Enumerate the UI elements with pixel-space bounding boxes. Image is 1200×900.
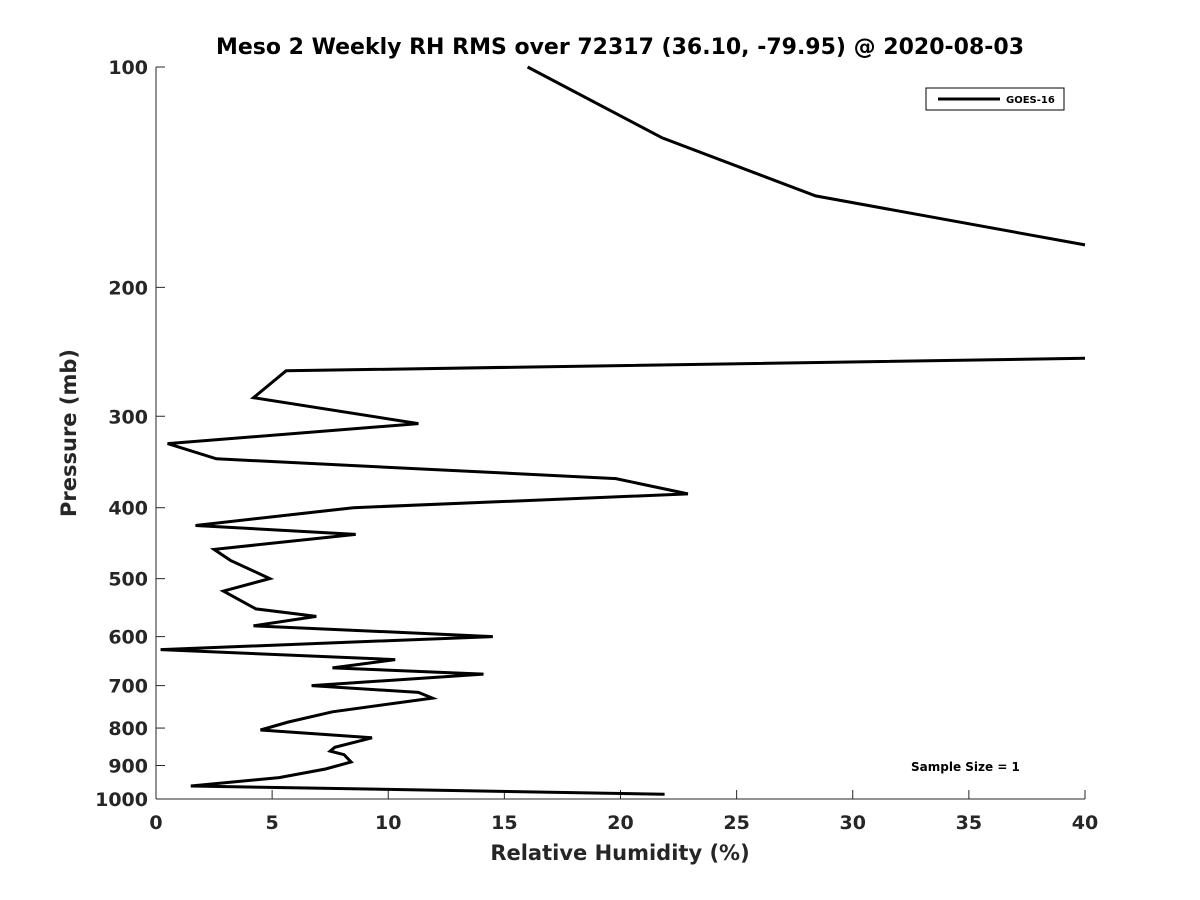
y-tick-label: 400 xyxy=(108,498,148,520)
series-layer xyxy=(160,65,1086,796)
x-tick-label: 15 xyxy=(491,812,517,834)
series-line-goes-16-segment-2 xyxy=(160,356,1086,796)
y-tick-label: 1000 xyxy=(95,789,148,811)
x-axis-label: Relative Humidity (%) xyxy=(490,841,749,865)
chart-title: Meso 2 Weekly RH RMS over 72317 (36.10, … xyxy=(216,35,1024,60)
x-tick-label: 35 xyxy=(956,812,982,834)
legend-label-goes-16: GOES-16 xyxy=(1006,95,1055,106)
x-tick-label: 40 xyxy=(1072,812,1098,834)
x-tick-label: 25 xyxy=(723,812,749,834)
y-tick-label: 500 xyxy=(108,569,148,591)
y-tick-label: 200 xyxy=(108,277,148,299)
x-tick-label: 30 xyxy=(840,812,866,834)
x-tick-label: 10 xyxy=(375,812,401,834)
x-tick-label: 5 xyxy=(266,812,279,834)
y-tick-label: 600 xyxy=(108,627,148,649)
y-tick-label: 900 xyxy=(108,756,148,778)
y-tick-label: 300 xyxy=(108,406,148,428)
y-tick-label: 800 xyxy=(108,718,148,740)
legend: GOES-16 xyxy=(925,87,1065,111)
sample-size-annotation: Sample Size = 1 xyxy=(911,760,1020,774)
y-tick-label: 100 xyxy=(108,57,148,79)
y-tick-label: 700 xyxy=(108,676,148,698)
x-tick-label: 20 xyxy=(607,812,633,834)
series-line-goes-16-segment-1 xyxy=(526,65,1086,247)
y-axis-label: Pressure (mb) xyxy=(57,349,81,517)
x-tick-label: 0 xyxy=(149,812,162,834)
axes: 0 5 10 15 20 25 30 35 40 100 200 300 400 500 600 700 800… xyxy=(95,57,1098,834)
